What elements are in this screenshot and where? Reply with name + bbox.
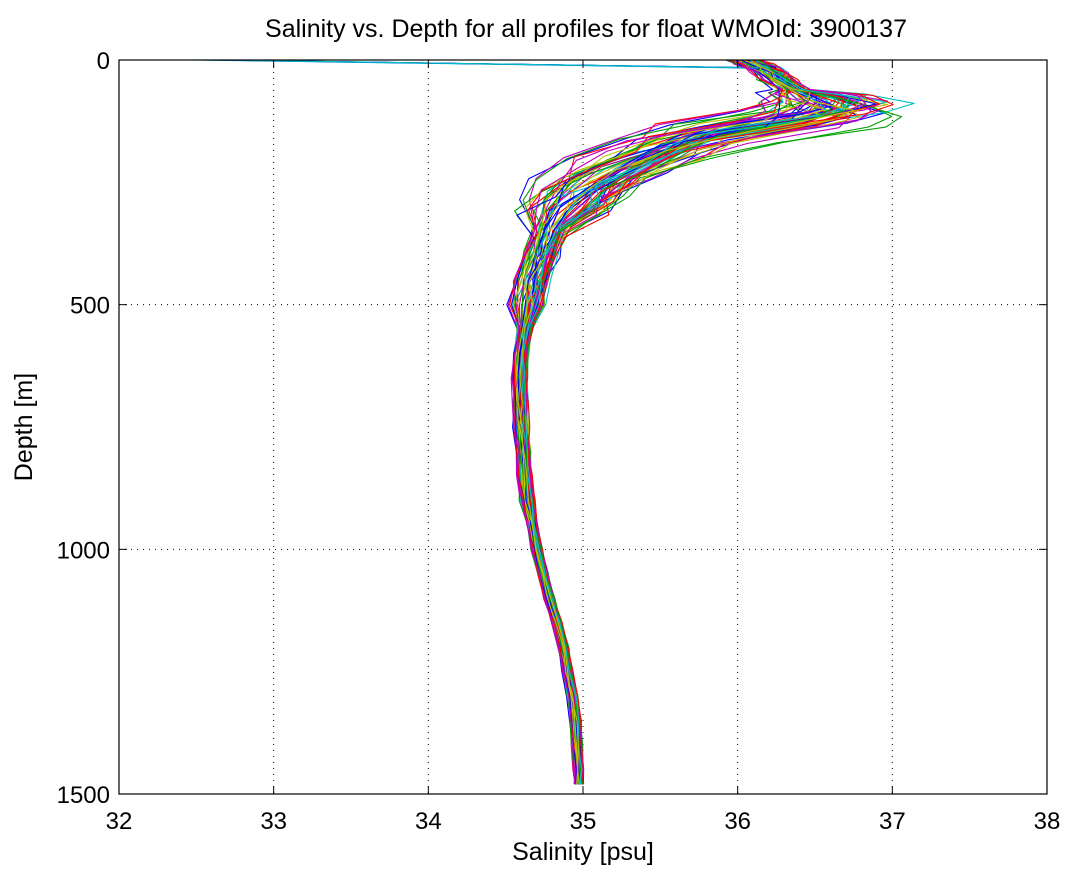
chart-title: Salinity vs. Depth for all profiles for … [265, 15, 907, 43]
x-tick-label: 36 [724, 808, 751, 835]
x-tick-labels: 32 33 34 35 36 37 38 [106, 808, 1061, 835]
x-tick-label: 38 [1034, 808, 1061, 835]
y-tick-label: 1500 [57, 782, 110, 809]
y-tick-label: 500 [70, 293, 110, 320]
profile-line [509, 59, 784, 785]
y-tick-label: 1000 [57, 537, 110, 564]
y-axis-label: Depth [m] [10, 373, 38, 481]
profile-line [516, 59, 811, 785]
profile-line [519, 59, 856, 785]
profile-line [512, 59, 809, 785]
x-tick-label: 32 [106, 808, 133, 835]
profile-line [522, 59, 851, 785]
x-tick-label: 37 [879, 808, 906, 835]
x-tick-label: 34 [415, 808, 442, 835]
y-tick-label: 0 [97, 48, 110, 75]
x-axis-label: Salinity [psu] [512, 838, 654, 866]
profile-line [522, 59, 851, 785]
profile-line [510, 59, 783, 785]
x-tick-label: 35 [570, 808, 597, 835]
x-tick-label: 33 [260, 808, 287, 835]
y-tick-labels: 0 500 1000 1500 [57, 48, 110, 809]
profile-line [524, 59, 880, 785]
grid [119, 60, 1047, 794]
axis-ticks [118, 59, 1048, 795]
profile-line [516, 59, 808, 785]
profile-lines [193, 59, 915, 785]
